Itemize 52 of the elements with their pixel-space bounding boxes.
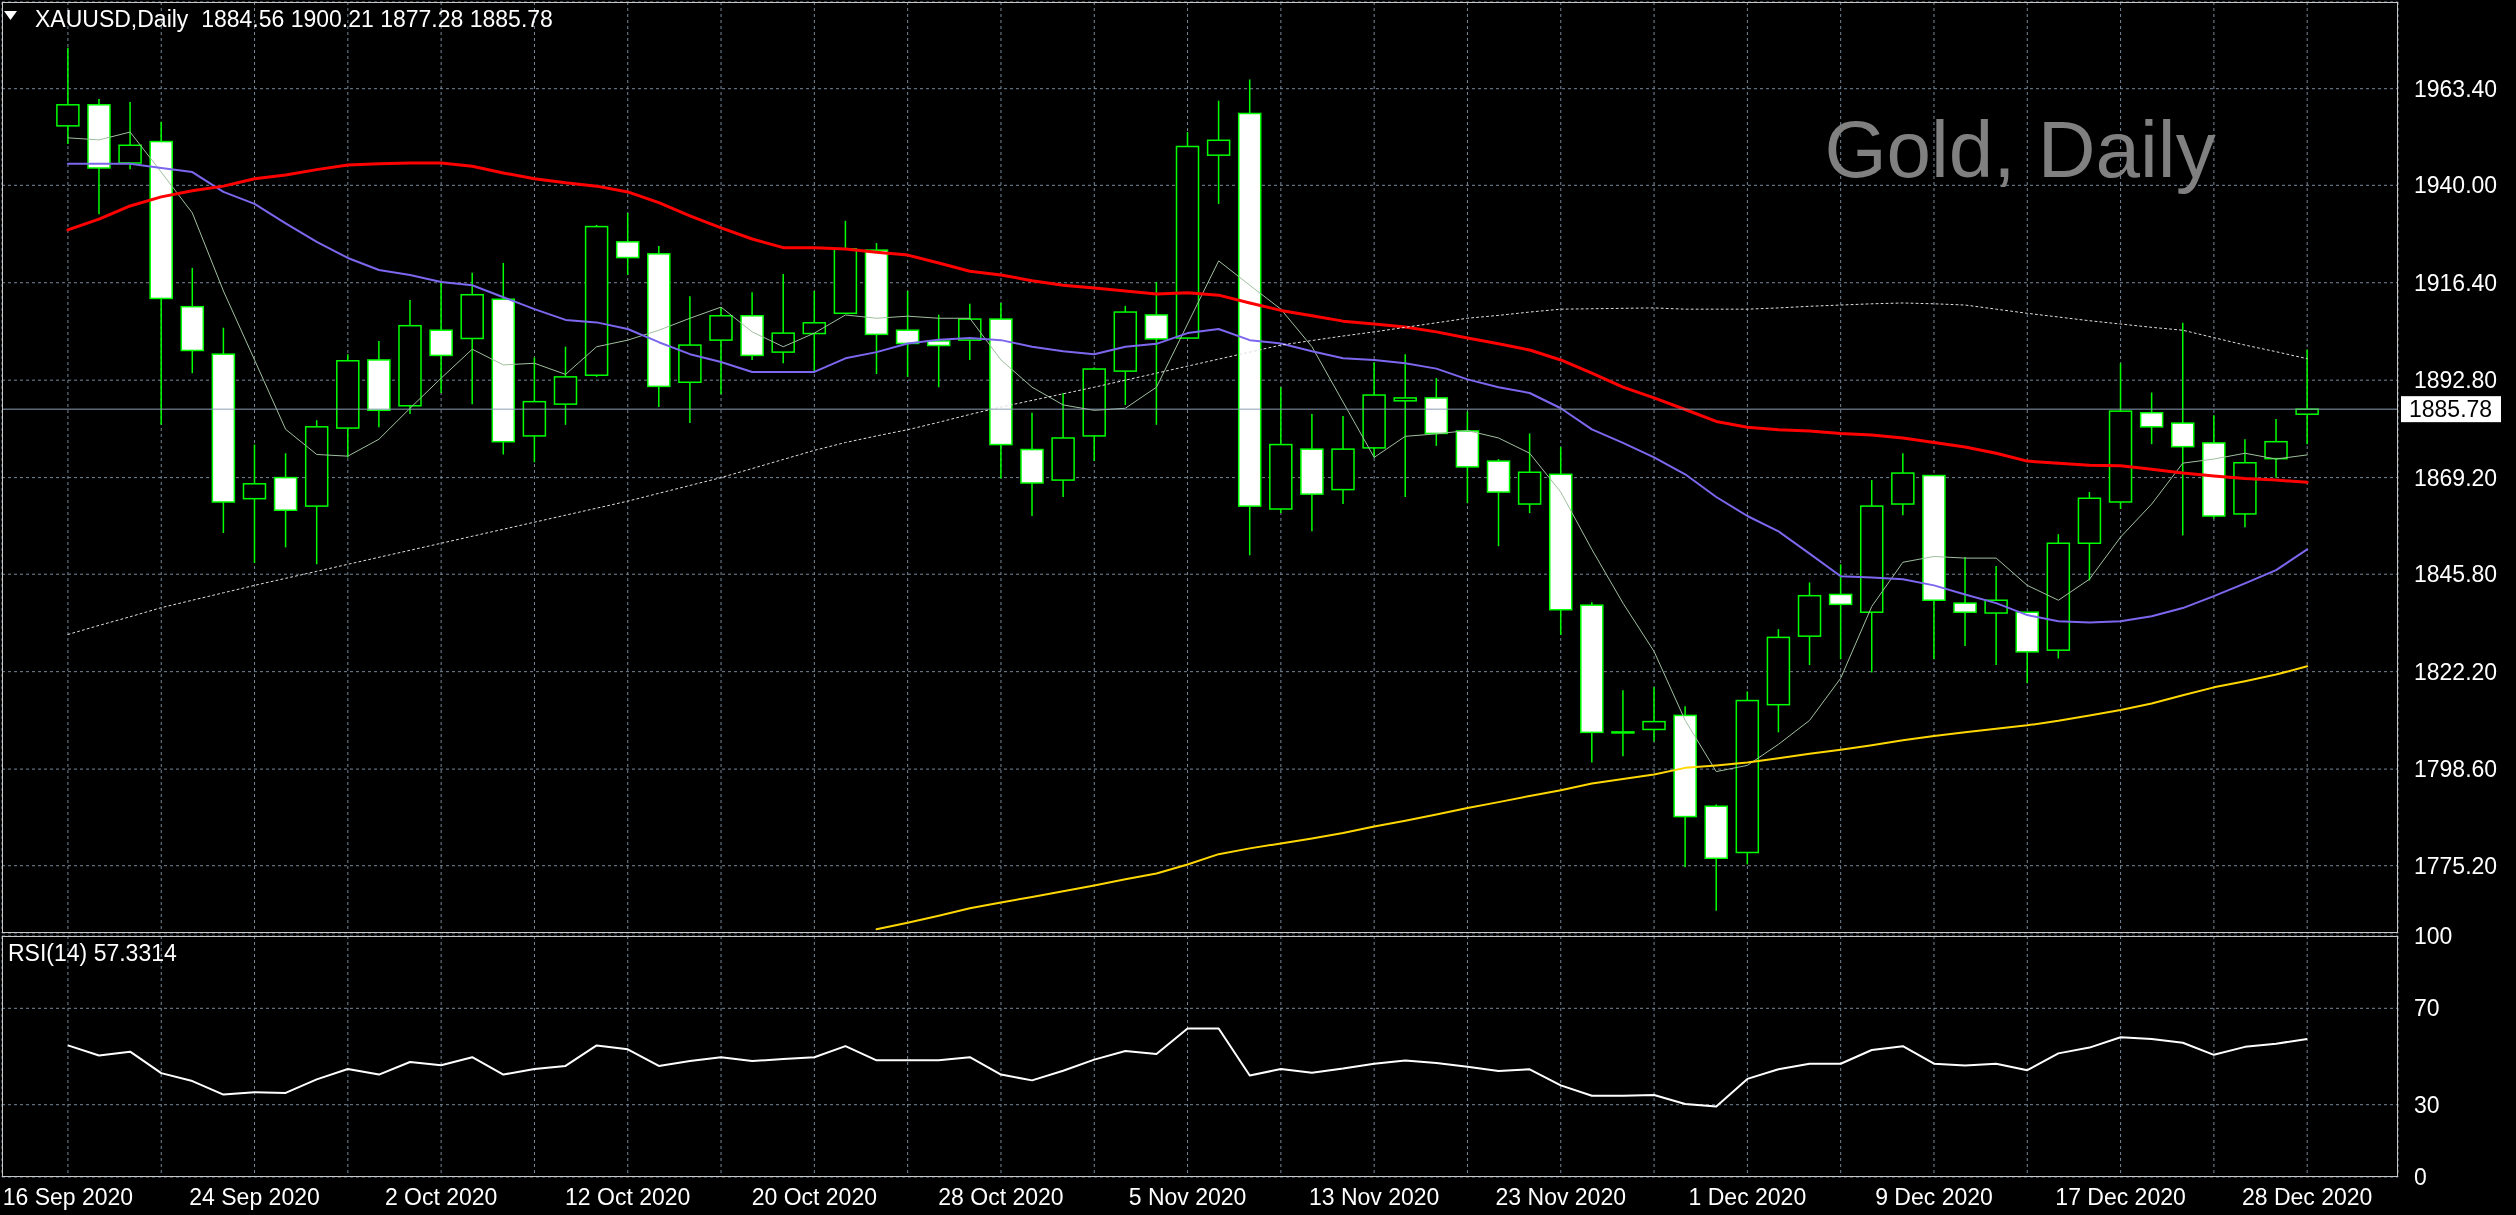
y-tick-label: 30 — [2414, 1091, 2440, 1118]
annotation: Gold, Daily — [1823, 105, 2217, 194]
x-tick-label: 2 Oct 2020 — [384, 1184, 498, 1211]
candlestick — [895, 290, 920, 378]
x-tick-label: 9 Dec 2020 — [1875, 1184, 1993, 1211]
candlestick — [1144, 281, 1169, 426]
y-tick-label: 1940.00 — [2414, 172, 2498, 199]
y-tick-label: 1845.80 — [2414, 561, 2498, 588]
y-tick-label: 1892.80 — [2414, 367, 2498, 394]
y-tick-label: 1916.40 — [2414, 269, 2498, 296]
y-tick-label: 100 — [2414, 923, 2453, 950]
candlestick — [1984, 565, 2008, 666]
line-series — [875, 665, 2309, 931]
x-tick-label: 20 Oct 2020 — [751, 1184, 878, 1211]
candlestick — [1206, 99, 1231, 205]
x-tick-label: 12 Oct 2020 — [565, 1184, 691, 1211]
x-tick-label: 23 Nov 2020 — [1495, 1184, 1626, 1211]
candlestick — [615, 212, 640, 276]
candlestick — [2264, 418, 2288, 479]
candlestick — [1611, 689, 1635, 758]
candlestick — [242, 443, 267, 564]
candlestick — [1393, 353, 1417, 498]
candlestick — [118, 101, 142, 170]
x-tick-label: 28 Dec 2020 — [2241, 1184, 2373, 1211]
ref-line-label: 1885.78 — [2409, 396, 2493, 423]
line-series — [66, 1027, 2309, 1108]
x-tick-label: 13 Nov 2020 — [1308, 1184, 1440, 1211]
candlestick — [771, 273, 795, 364]
candlestick — [802, 290, 827, 373]
x-tick-label: 28 Oct 2020 — [938, 1184, 1064, 1211]
y-tick-label: 1963.40 — [2414, 75, 2498, 102]
candlestick — [1828, 563, 1853, 661]
x-tick-label: 17 Dec 2020 — [2055, 1184, 2186, 1211]
x-tick-label: 5 Nov 2020 — [1128, 1184, 1247, 1211]
candlestick — [2295, 348, 2319, 446]
y-tick-label: 0 — [2414, 1164, 2427, 1191]
candlestick — [2170, 322, 2195, 537]
candlestick — [2139, 391, 2164, 445]
x-tick-label: 24 Sep 2020 — [189, 1184, 320, 1211]
x-tick-label: 1 Dec 2020 — [1688, 1184, 1807, 1211]
y-tick-label: 1822.20 — [2414, 658, 2498, 685]
chart-title: RSI(14) 57.3314 — [8, 940, 177, 966]
candlestick — [56, 47, 80, 145]
x-tick-label: 16 Sep 2020 — [2, 1184, 134, 1211]
y-tick-label: 1775.20 — [2414, 852, 2498, 879]
y-tick-label: 70 — [2414, 995, 2440, 1022]
candlestick — [1642, 686, 1666, 743]
y-tick-label: 1798.60 — [2414, 756, 2498, 783]
line-series — [67, 302, 2308, 635]
chart-title: XAUUSD,Daily 1884.56 1900.21 1877.28 1885.78 — [35, 6, 553, 32]
y-tick-label: 1869.20 — [2414, 464, 2498, 491]
candlestick — [1953, 556, 1977, 647]
